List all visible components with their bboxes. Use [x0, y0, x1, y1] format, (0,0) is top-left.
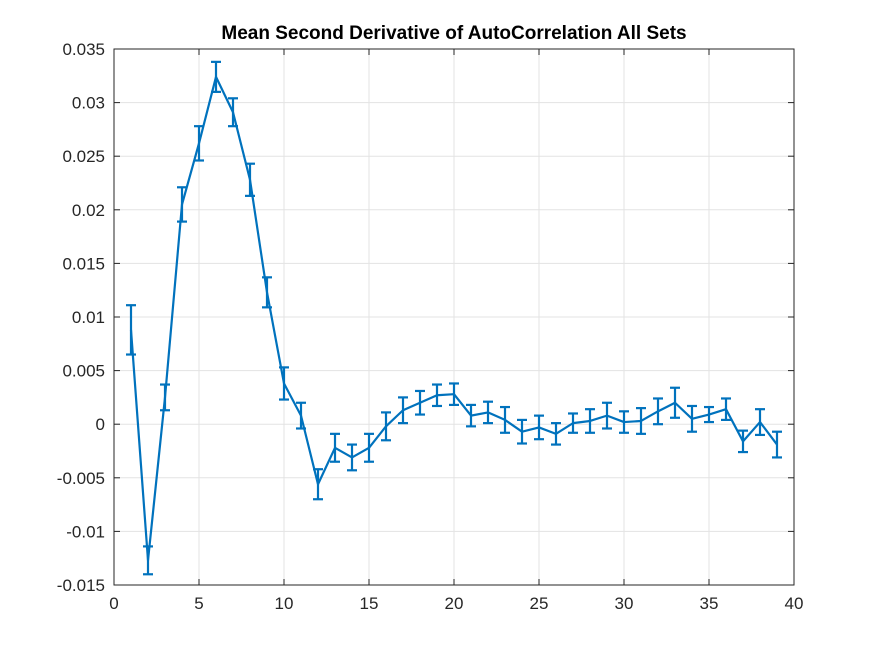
error-bar — [534, 414, 544, 441]
error-bar — [160, 383, 170, 412]
error-bar — [211, 60, 221, 93]
x-tick-label: 40 — [785, 594, 804, 613]
error-bar — [721, 397, 731, 422]
error-bar — [364, 432, 374, 463]
error-bar — [177, 186, 187, 223]
x-tick-label: 20 — [445, 594, 464, 613]
error-bar — [296, 401, 306, 430]
error-bar — [687, 404, 697, 433]
x-tick-label: 10 — [275, 594, 294, 613]
error-bar — [585, 408, 595, 434]
error-bar — [636, 407, 646, 435]
y-tick-label: -0.01 — [66, 522, 105, 541]
error-bar — [755, 408, 765, 437]
y-tick-label: 0.005 — [62, 362, 105, 381]
x-tick-label: 35 — [700, 594, 719, 613]
error-bar — [449, 382, 459, 407]
error-bar — [228, 97, 238, 128]
error-bar — [126, 304, 136, 356]
error-bar — [330, 432, 340, 463]
error-bar — [483, 400, 493, 425]
error-bar — [772, 430, 782, 459]
error-bar — [245, 162, 255, 197]
x-tick-label: 5 — [194, 594, 203, 613]
error-bar — [398, 396, 408, 425]
error-bar — [143, 545, 153, 576]
y-tick-label: 0.02 — [72, 201, 105, 220]
y-tick-label: 0.01 — [72, 308, 105, 327]
error-bar — [602, 401, 612, 430]
error-bar — [738, 429, 748, 454]
chart-title: Mean Second Derivative of AutoCorrelatio… — [221, 23, 686, 44]
error-bar — [466, 403, 476, 428]
error-bar — [551, 422, 561, 446]
x-tick-label: 0 — [109, 594, 118, 613]
error-bar — [194, 125, 204, 162]
error-bar — [653, 397, 663, 426]
error-bar — [347, 443, 357, 472]
error-bar — [279, 366, 289, 401]
error-bar — [517, 418, 527, 445]
error-bar — [568, 412, 578, 434]
y-tick-label: 0.015 — [62, 254, 105, 273]
y-tick-label: 0.025 — [62, 147, 105, 166]
error-bar — [432, 383, 442, 408]
error-bar — [704, 405, 714, 424]
error-bar — [619, 410, 629, 434]
error-bar — [381, 411, 391, 442]
error-bar — [262, 276, 272, 309]
x-tick-label: 25 — [530, 594, 549, 613]
error-bar — [670, 386, 680, 419]
y-tick-label: 0 — [96, 415, 105, 434]
error-bar — [313, 468, 323, 501]
y-tick-label: -0.005 — [57, 469, 105, 488]
error-bar — [500, 405, 510, 434]
y-tick-label: -0.015 — [57, 576, 105, 595]
error-bar — [415, 389, 425, 416]
y-tick-label: 0.03 — [72, 94, 105, 113]
y-tick-label: 0.035 — [62, 40, 105, 59]
x-tick-label: 15 — [360, 594, 379, 613]
x-tick-label: 30 — [615, 594, 634, 613]
